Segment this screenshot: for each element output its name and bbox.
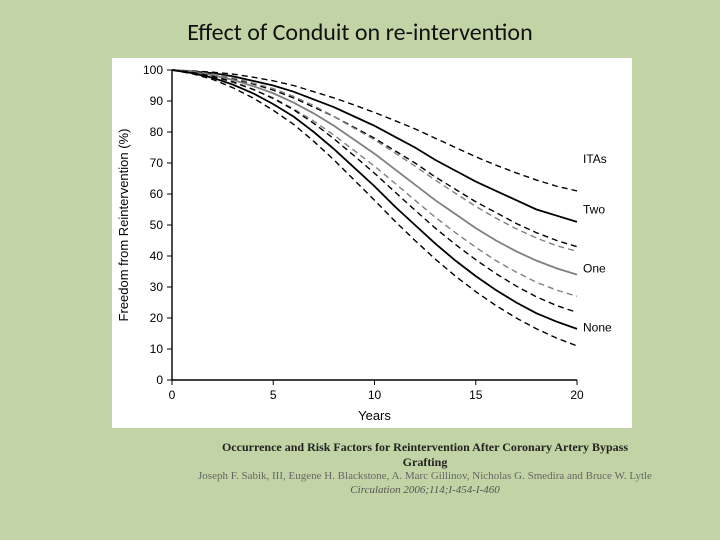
chart-area: 0 10 20 30 40 50 60 70 80 90 100 0 5 10 15 20 Years Freed… xyxy=(112,58,632,428)
svg-text:80: 80 xyxy=(150,125,164,139)
svg-text:30: 30 xyxy=(150,280,164,294)
caption-journal: Circulation 2006;114;I-454-I-460 xyxy=(170,484,680,498)
chart-svg: 0 10 20 30 40 50 60 70 80 90 100 0 5 10 15 20 Years Freed… xyxy=(112,58,632,428)
svg-text:40: 40 xyxy=(150,249,164,263)
caption-authors: Joseph F. Sabik, III, Eugene H. Blacksto… xyxy=(170,470,680,484)
svg-text:100: 100 xyxy=(143,63,163,77)
svg-text:5: 5 xyxy=(270,388,277,402)
svg-text:None: None xyxy=(583,320,612,334)
svg-text:50: 50 xyxy=(150,218,164,232)
svg-text:One: One xyxy=(583,261,606,275)
svg-text:10: 10 xyxy=(368,388,382,402)
svg-text:10: 10 xyxy=(150,342,164,356)
svg-text:Years: Years xyxy=(358,408,391,423)
svg-text:15: 15 xyxy=(469,388,483,402)
svg-text:70: 70 xyxy=(150,156,164,170)
svg-text:60: 60 xyxy=(150,187,164,201)
svg-text:ITAs: ITAs xyxy=(583,152,607,166)
caption-title-line1: Occurrence and Risk Factors for Reinterv… xyxy=(170,440,680,455)
svg-text:20: 20 xyxy=(150,311,164,325)
svg-text:90: 90 xyxy=(150,94,164,108)
caption-title-line2: Grafting xyxy=(170,455,680,470)
slide-title: Effect of Conduit on re-intervention xyxy=(0,18,720,47)
svg-text:Freedom from Reintervention (%: Freedom from Reintervention (%) xyxy=(116,129,131,322)
svg-text:0: 0 xyxy=(169,388,176,402)
caption-block: Occurrence and Risk Factors for Reinterv… xyxy=(170,440,680,498)
svg-text:0: 0 xyxy=(156,373,163,387)
slide: Effect of Conduit on re-intervention 0 10… xyxy=(0,0,720,540)
svg-text:Two: Two xyxy=(583,203,605,217)
svg-text:20: 20 xyxy=(570,388,584,402)
